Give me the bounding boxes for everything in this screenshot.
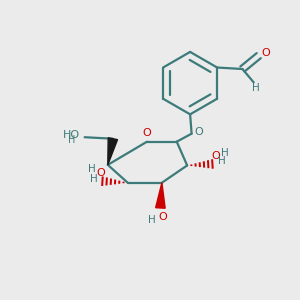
Text: HO: HO bbox=[63, 130, 80, 140]
Text: H: H bbox=[148, 215, 155, 225]
Text: O: O bbox=[195, 127, 203, 137]
Text: H: H bbox=[68, 135, 76, 145]
Text: H: H bbox=[90, 174, 98, 184]
Text: O: O bbox=[158, 212, 167, 222]
Text: H: H bbox=[221, 148, 229, 158]
Text: O: O bbox=[143, 128, 152, 138]
Text: O: O bbox=[261, 48, 270, 58]
Text: H: H bbox=[252, 83, 260, 93]
Text: O: O bbox=[97, 168, 105, 178]
Text: H: H bbox=[88, 164, 96, 174]
Text: H: H bbox=[218, 156, 226, 166]
Polygon shape bbox=[108, 138, 118, 165]
Text: O: O bbox=[211, 151, 220, 160]
Polygon shape bbox=[156, 183, 165, 208]
